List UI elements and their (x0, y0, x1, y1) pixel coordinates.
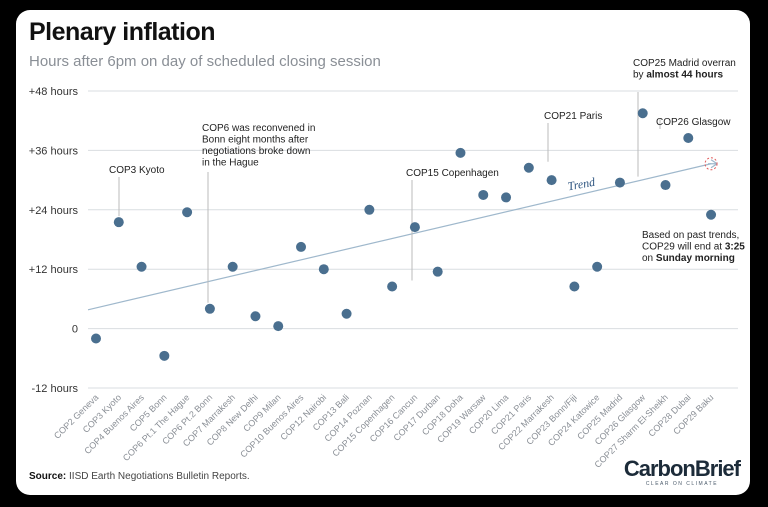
y-tick-label: +12 hours (29, 264, 79, 276)
annotation-text: COP29 will end at 3:25 (642, 242, 745, 253)
data-point (432, 266, 443, 277)
chart-card: Plenary inflation Hours after 6pm on day… (16, 10, 750, 495)
data-point (318, 264, 329, 275)
data-point (683, 133, 694, 144)
annotation-text: Based on past trends, (642, 230, 739, 241)
page-subtitle: Hours after 6pm on day of scheduled clos… (29, 53, 381, 70)
annotation-text: Bonn eight months after (202, 135, 309, 146)
data-point (614, 177, 625, 188)
data-point (660, 180, 671, 191)
data-point (706, 209, 717, 220)
logo-wordmark: CarbonBrief (623, 456, 741, 481)
projection-marker (704, 157, 718, 171)
annotation-text: on Sunday morning (642, 253, 735, 264)
data-point (569, 281, 580, 292)
scatter-chart: -12 hours 0 +12 hours +24 hours +36 hours +48… (29, 58, 746, 470)
data-point (592, 261, 603, 272)
data-point (546, 175, 557, 186)
annotation-text: COP3 Kyoto (109, 165, 165, 176)
source-label: Source: (29, 471, 67, 482)
annotation-text: COP15 Copenhagen (406, 168, 499, 179)
trend-line (87, 163, 712, 311)
source-note: Source: IISD Earth Negotiations Bulletin… (29, 471, 250, 482)
data-point (273, 321, 284, 332)
data-point (204, 303, 215, 314)
logo-tagline: CLEAR ON CLIMATE (645, 481, 719, 487)
data-point (182, 207, 193, 218)
data-point (478, 189, 489, 200)
annotation-text: COP6 was reconvened in (202, 123, 315, 134)
data-point (341, 308, 352, 319)
data-point (91, 333, 101, 344)
trend-label: Trend (567, 175, 598, 194)
page-title: Plenary inflation (29, 18, 215, 46)
annotation-text: COP26 Glasgow (656, 117, 731, 128)
data-point (159, 350, 170, 361)
source-text: IISD Earth Negotiations Bulletin Reports… (66, 471, 250, 482)
data-point (455, 147, 466, 158)
annotation-text: COP25 Madrid overran (633, 58, 736, 69)
y-tick-label: +48 hours (29, 86, 79, 98)
data-point (409, 222, 420, 233)
y-tick-label: 0 (72, 324, 78, 336)
annotation-text: negotiations broke down (202, 146, 310, 157)
y-tick-label: +36 hours (29, 145, 79, 157)
annotation-text: in the Hague (202, 158, 259, 169)
y-tick-label: -12 hours (32, 383, 79, 395)
carbonbrief-logo: CarbonBrief CLEAR ON CLIMATE (623, 456, 741, 488)
data-point (364, 204, 375, 215)
data-point (637, 108, 648, 119)
trend-arrow (708, 159, 718, 169)
annotation-text: by almost 44 hours (633, 70, 723, 81)
data-point (523, 162, 534, 173)
data-point (227, 261, 238, 272)
data-point (250, 311, 261, 322)
y-tick-label: +24 hours (29, 205, 79, 217)
annotation-text: COP21 Paris (544, 111, 602, 122)
data-point (387, 281, 398, 292)
data-point (136, 261, 147, 272)
data-point (296, 241, 307, 252)
data-point (113, 217, 124, 228)
data-point (501, 192, 512, 203)
